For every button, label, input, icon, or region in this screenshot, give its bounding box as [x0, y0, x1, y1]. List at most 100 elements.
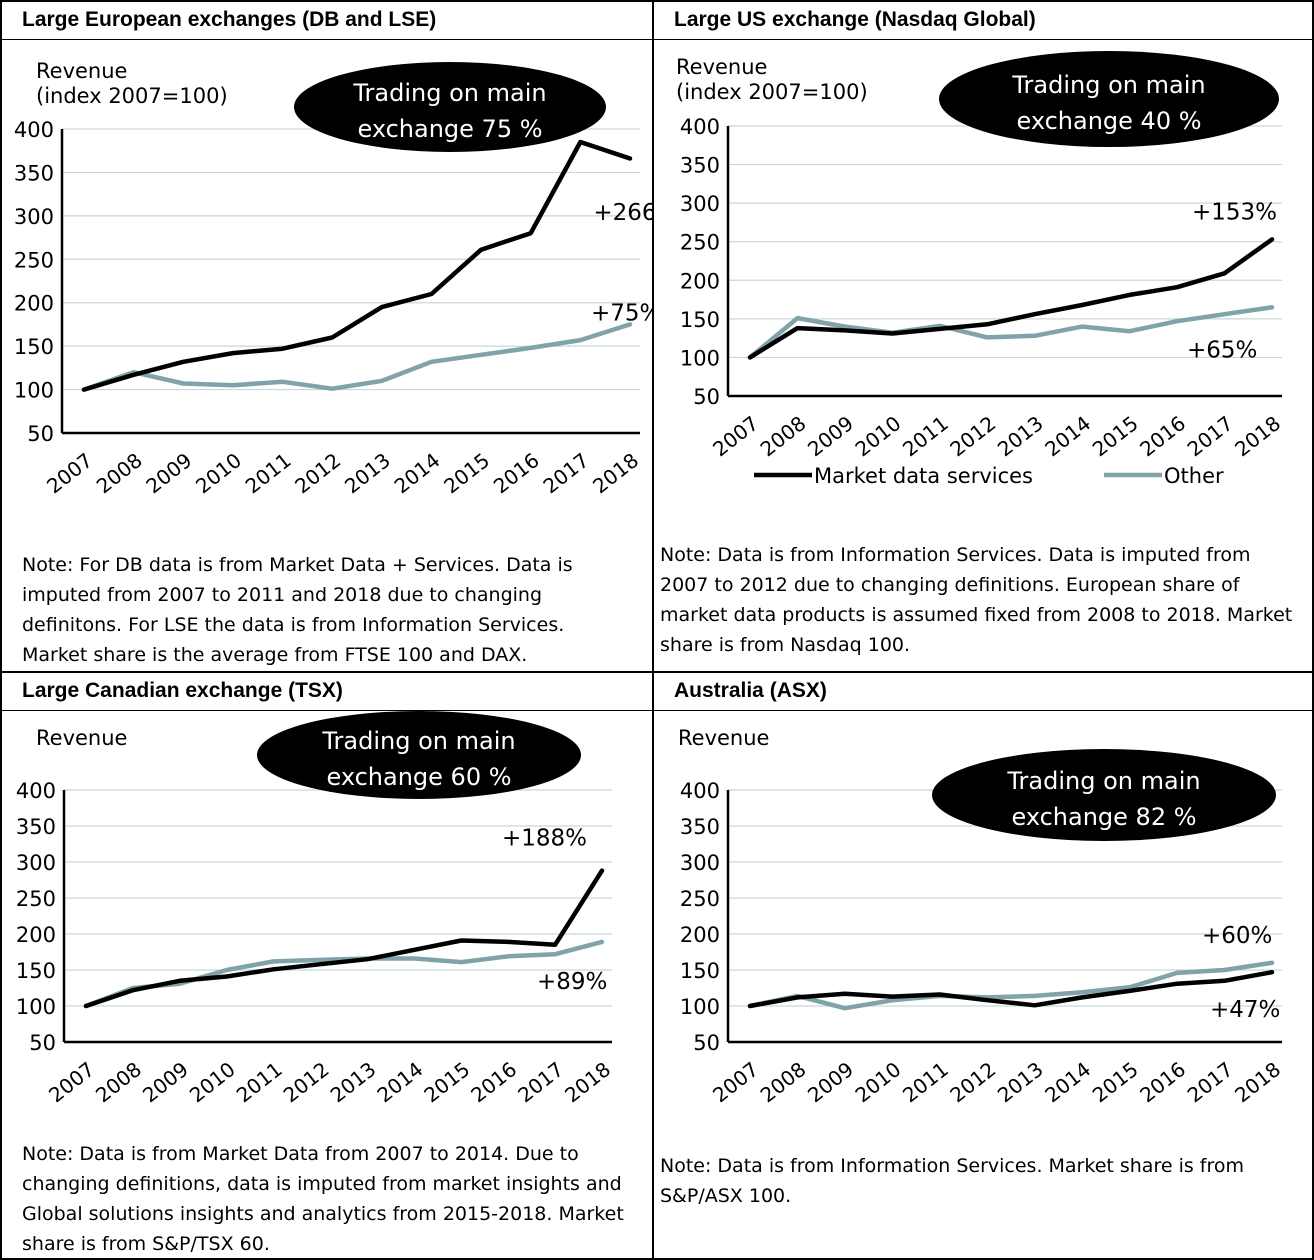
- x-tick-label: 2009: [138, 1057, 193, 1107]
- y-axis-label: Revenue: [36, 726, 127, 750]
- x-tick-label: 2009: [803, 1057, 858, 1107]
- x-tick-label: 2015: [1088, 1057, 1143, 1107]
- x-tick-label: 2009: [141, 448, 196, 498]
- x-tick-label: 2017: [1183, 411, 1238, 461]
- y-tick-label: 300: [16, 851, 56, 875]
- y-tick-label: 400: [16, 779, 56, 803]
- y-tick-label: 200: [680, 269, 720, 293]
- y-tick-label: 150: [14, 335, 54, 359]
- chart-europe: 4003503002502001501005020072008200920102…: [14, 59, 652, 498]
- x-tick-label: 2011: [232, 1057, 287, 1107]
- series-line-other: [81, 322, 633, 392]
- x-tick-label: 2014: [373, 1057, 428, 1107]
- bubble-text: Trading on main: [321, 727, 515, 755]
- panel-title: Large US exchange (Nasdaq Global): [654, 2, 1312, 40]
- y-tick-label: 100: [14, 379, 54, 403]
- annotation-label: +47%: [1210, 997, 1280, 1023]
- x-tick-label: 2008: [92, 448, 147, 498]
- x-tick-label: 2013: [326, 1057, 381, 1107]
- x-tick-label: 2012: [945, 1057, 1000, 1107]
- x-tick-label: 2018: [1230, 411, 1285, 461]
- y-tick-label: 50: [693, 385, 720, 409]
- y-tick-label: 150: [680, 959, 720, 983]
- y-tick-label: 300: [14, 205, 54, 229]
- x-tick-label: 2007: [708, 411, 763, 461]
- x-tick-label: 2007: [42, 448, 97, 498]
- x-tick-label: 2018: [560, 1057, 615, 1107]
- y-tick-label: 300: [680, 851, 720, 875]
- y-tick-label: 250: [680, 231, 720, 255]
- bubble-text: exchange 60 %: [326, 763, 511, 791]
- y-tick-label: 100: [680, 346, 720, 370]
- y-tick-label: 250: [680, 887, 720, 911]
- x-tick-label: 2008: [756, 1057, 811, 1107]
- panel-title: Australia (ASX): [654, 673, 1312, 711]
- x-tick-label: 2012: [945, 411, 1000, 461]
- bubble-text: Trading on main: [1011, 71, 1205, 99]
- panel-australia: Australia (ASX) 400 350 300 250 200 150 100 50 2…: [654, 673, 1312, 1258]
- border-right: [1312, 0, 1314, 1260]
- series-line-other: [747, 305, 1275, 360]
- x-tick-label: 2014: [390, 448, 445, 498]
- y-tick-label: 250: [14, 248, 54, 272]
- x-tick-label: 2017: [539, 448, 594, 498]
- annotation-label: +75%: [591, 300, 652, 326]
- x-tick-label: 2008: [91, 1057, 146, 1107]
- legend-label-market: Market data services: [814, 464, 1033, 488]
- panel-us: Large US exchange (Nasdaq Global) 400 350…: [654, 2, 1312, 671]
- x-tick-label: 2016: [489, 448, 544, 498]
- y-tick-label: 400: [680, 115, 720, 139]
- y-tick-label: 400: [680, 779, 720, 803]
- x-tick-label: 2010: [851, 1057, 906, 1107]
- series-line-other: [747, 960, 1275, 1011]
- x-tick-label: 2018: [588, 448, 643, 498]
- border-bottom: [0, 1258, 1314, 1260]
- annotation-label: +153%: [1192, 199, 1277, 225]
- panel-europe: Large European exchanges (DB and LSE) 40…: [2, 2, 652, 671]
- panel-note: Note: Data is from Market Data from 2007…: [22, 1143, 624, 1255]
- x-tick-label: 2013: [993, 411, 1048, 461]
- market-share-bubble: [939, 51, 1279, 147]
- x-tick-label: 2008: [756, 411, 811, 461]
- y-tick-label: 50: [29, 1031, 56, 1055]
- border-top: [0, 0, 1314, 2]
- y-tick-label: 200: [680, 923, 720, 947]
- annotation-label: +65%: [1187, 337, 1257, 363]
- y-tick-label: 100: [680, 995, 720, 1019]
- chart-canada: 4003503002502001501005020072008200920102…: [16, 711, 615, 1107]
- x-tick-label: 2010: [185, 1057, 240, 1107]
- x-tick-label: 2013: [993, 1057, 1048, 1107]
- x-tick-label: 2017: [513, 1057, 568, 1107]
- x-tick-label: 2009: [803, 411, 858, 461]
- annotation-label: +60%: [1202, 923, 1272, 949]
- panel-title: Large Canadian exchange (TSX): [2, 673, 652, 711]
- panel-title: Large European exchanges (DB and LSE): [2, 2, 652, 40]
- y-axis-label: (index 2007=100): [36, 84, 228, 108]
- market-share-bubble: [294, 62, 606, 152]
- x-tick-label: 2011: [898, 411, 953, 461]
- x-tick-label: 2016: [1135, 1057, 1190, 1107]
- y-tick-label: 200: [14, 292, 54, 316]
- panel-note: Note: Data is from Information Services.…: [660, 544, 1293, 656]
- panel-note: Note: Data is from Information Services.…: [660, 1155, 1245, 1207]
- border-middle: [0, 671, 1314, 673]
- y-tick-label: 400: [14, 118, 54, 142]
- x-tick-label: 2011: [241, 448, 296, 498]
- x-tick-label: 2012: [290, 448, 345, 498]
- x-tick-label: 2011: [898, 1057, 953, 1107]
- y-tick-label: 350: [16, 815, 56, 839]
- y-tick-label: 350: [680, 815, 720, 839]
- x-tick-label: 2018: [1230, 1057, 1285, 1107]
- y-axis-label: Revenue: [678, 726, 769, 750]
- x-tick-label: 2014: [1040, 1057, 1095, 1107]
- y-tick-label: 250: [16, 887, 56, 911]
- x-tick-label: 2010: [191, 448, 246, 498]
- series-line-market-data: [81, 139, 633, 392]
- y-tick-label: 350: [14, 161, 54, 185]
- border-center: [652, 0, 654, 1260]
- y-tick-label: 300: [680, 192, 720, 216]
- series-line-market-data: [747, 969, 1275, 1009]
- x-tick-label: 2015: [439, 448, 494, 498]
- annotation-label: +89%: [537, 969, 607, 995]
